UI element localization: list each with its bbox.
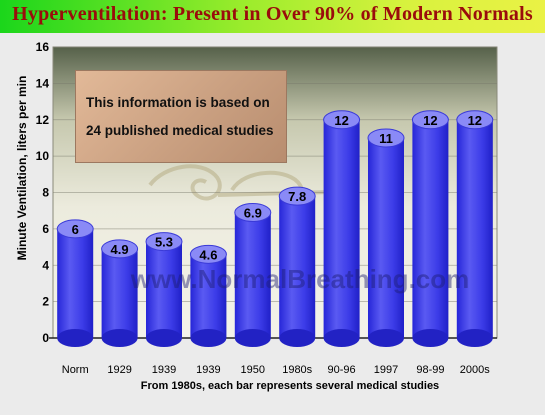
bar-base bbox=[146, 329, 182, 347]
x-tick-label: 1939 bbox=[152, 364, 176, 376]
bar-base bbox=[101, 329, 138, 347]
bar-value-label: 11 bbox=[379, 131, 393, 146]
bar-top bbox=[56, 219, 94, 239]
x-tick-label: 90-96 bbox=[328, 364, 356, 376]
bar-value-label: 5.3 bbox=[155, 235, 173, 250]
bar-value-label: 12 bbox=[468, 113, 482, 128]
bar-value-label: 4.6 bbox=[199, 247, 217, 262]
bar-top bbox=[145, 232, 183, 252]
bar-top bbox=[323, 110, 361, 130]
bar: 11 bbox=[367, 128, 405, 347]
watermark: www.NormalBreathing.com bbox=[130, 264, 470, 294]
x-tick-label: 1997 bbox=[374, 364, 398, 376]
bar-base bbox=[279, 329, 316, 347]
bar-value-label: 12 bbox=[423, 113, 437, 128]
note-line-1: This information is based on bbox=[86, 95, 270, 110]
x-tick-label: 98-99 bbox=[416, 364, 444, 376]
bar-base bbox=[412, 329, 449, 347]
y-axis-label: Minute Ventilation, liters per min bbox=[15, 75, 29, 261]
bar: 7.8 bbox=[278, 186, 316, 347]
bar: 4.9 bbox=[101, 239, 139, 347]
bar-body bbox=[234, 212, 271, 338]
bar-body bbox=[412, 119, 449, 338]
bar-body bbox=[456, 119, 493, 338]
x-tick-label: 2000s bbox=[460, 364, 490, 376]
bar-top bbox=[234, 203, 272, 223]
x-tick-label: 1929 bbox=[107, 364, 131, 376]
x-tick-label: 1980s bbox=[282, 364, 312, 376]
y-tick-label: 10 bbox=[36, 149, 50, 163]
bar-value-label: 12 bbox=[334, 113, 348, 128]
title-bar: Hyperventilation: Present in Over 90% of… bbox=[0, 0, 545, 33]
bar-value-label: 6 bbox=[72, 222, 79, 237]
bar-top bbox=[456, 110, 494, 130]
bar-value-label: 6.9 bbox=[244, 206, 262, 221]
bar-value-label: 7.8 bbox=[288, 189, 306, 204]
bar-body bbox=[279, 196, 316, 338]
y-tick-label: 2 bbox=[42, 295, 49, 309]
x-tick-label: Norm bbox=[62, 364, 89, 376]
bar-base bbox=[57, 329, 94, 347]
bar-top bbox=[278, 186, 316, 206]
bar-base bbox=[368, 329, 404, 347]
bar-top bbox=[411, 110, 449, 130]
bar-base bbox=[234, 329, 271, 347]
y-tick-label: 12 bbox=[36, 113, 50, 127]
bar-base bbox=[323, 329, 360, 347]
bar: 12 bbox=[411, 110, 449, 347]
y-tick-label: 14 bbox=[36, 76, 50, 90]
bar: 12 bbox=[456, 110, 494, 347]
bar-body bbox=[146, 241, 182, 338]
y-tick-label: 8 bbox=[42, 186, 49, 200]
y-tick-label: 0 bbox=[42, 331, 49, 345]
bar-top bbox=[189, 244, 227, 264]
note-line-2: 24 published medical studies bbox=[86, 123, 274, 138]
bar-value-label: 4.9 bbox=[111, 242, 129, 257]
y-tick-label: 4 bbox=[42, 258, 49, 272]
bar-body bbox=[101, 248, 138, 338]
bar-body bbox=[323, 119, 360, 338]
y-tick-label: 6 bbox=[42, 222, 49, 236]
bar: 6.9 bbox=[234, 203, 272, 347]
bar-body bbox=[368, 137, 404, 338]
info-note: This information is based on 24 publishe… bbox=[75, 70, 287, 163]
x-tick-label: 1939 bbox=[196, 364, 220, 376]
y-tick-label: 16 bbox=[36, 40, 50, 54]
bar-base bbox=[456, 329, 493, 347]
bar: 5.3 bbox=[145, 232, 183, 347]
bar-top bbox=[367, 128, 405, 148]
bar-top bbox=[101, 239, 139, 259]
bar-base bbox=[190, 329, 227, 347]
bar: 6 bbox=[56, 219, 94, 347]
x-axis-label: From 1980s, each bar represents several … bbox=[140, 380, 440, 392]
bar-body bbox=[57, 228, 94, 338]
bar: 4.6 bbox=[189, 244, 227, 347]
x-tick-label: 1950 bbox=[241, 364, 265, 376]
bar: 12 bbox=[323, 110, 361, 347]
bar-body bbox=[190, 254, 227, 338]
chart-title: Hyperventilation: Present in Over 90% of… bbox=[12, 3, 533, 25]
